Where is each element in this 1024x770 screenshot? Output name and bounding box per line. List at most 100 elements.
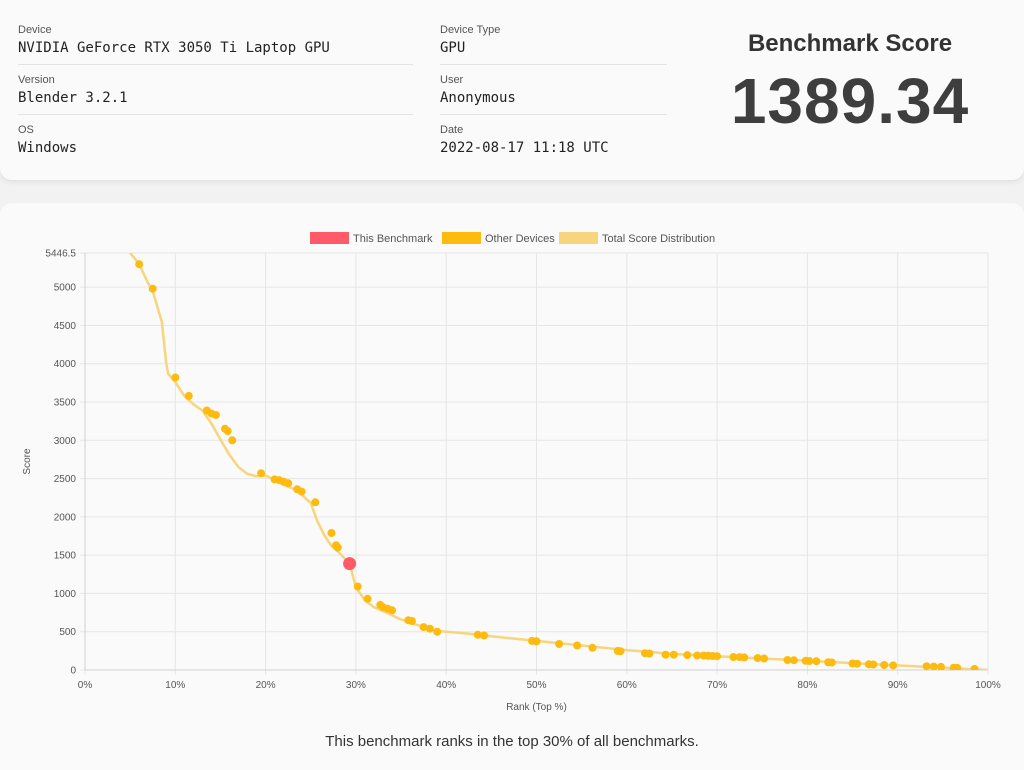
user-value: Anonymous [440,90,516,106]
y-tick-label: 0 [70,666,76,677]
other-device-point [661,650,670,659]
y-tick-label: 5000 [54,283,77,294]
other-device-point [753,654,762,663]
x-tick-label: 60% [617,680,637,691]
other-device-point [953,663,962,670]
os-label: OS [18,124,34,136]
rank-caption: This benchmark ranks in the top 30% of a… [325,733,699,750]
y-tick-label: 500 [59,627,76,638]
score-panel: Benchmark Score 1389.34 [700,30,1000,138]
other-device-point [555,640,564,648]
y-tick-label: 5446.5 [45,249,76,260]
other-device-point [760,654,769,663]
other-device-point [433,627,442,636]
other-device-point [363,594,372,603]
legend-swatch [310,232,349,244]
benchmark-info-card: Device NVIDIA GeForce RTX 3050 Ti Laptop… [0,0,1024,180]
other-device-point [937,662,945,670]
date-value: 2022-08-17 11:18 UTC [440,140,609,156]
version-field: Version Blender 3.2.1 [18,64,413,115]
other-device-point [783,656,792,664]
other-device-point [970,664,979,670]
other-device-point [573,641,582,650]
x-tick-label: 90% [888,680,908,691]
score-value: 1389.34 [730,65,970,137]
x-tick-label: 10% [165,680,185,691]
device-field: Device NVIDIA GeForce RTX 3050 Ti Laptop… [18,14,413,65]
other-device-point [532,637,541,646]
other-device-point [257,469,266,478]
other-device-point [353,582,362,591]
y-tick-label: 2500 [54,474,77,485]
other-device-point [812,657,821,666]
other-device-point [740,653,749,662]
y-tick-label: 4000 [54,359,77,370]
other-device-point [827,658,836,667]
rank-chart-card: 0% 10% 20% 30% 40% 50% 60% 70% 80% 90% 100% 0 500 100… [0,203,1024,770]
plot-area [128,253,988,670]
other-device-point [645,649,654,658]
other-device-point [311,498,320,507]
y-axis-title: Score [22,448,33,475]
os-field: OS Windows [18,114,413,164]
other-device-point [333,543,342,552]
y-tick-label: 1500 [54,551,77,562]
legend-label: This Benchmark [353,233,433,245]
other-device-point [388,606,396,615]
other-device-point [148,284,157,293]
other-device-point [869,660,878,669]
device-label: Device [18,24,52,36]
y-tick-label: 4500 [54,321,77,332]
x-tick-label: 0% [78,680,93,691]
other-device-point [135,260,144,269]
x-tick-label: 100% [975,680,1001,691]
device-type-value: GPU [440,40,466,56]
device-type-label: Device Type [440,24,501,36]
y-tick-label: 3000 [54,436,77,447]
x-tick-label: 20% [256,680,276,691]
other-device-point [284,479,293,488]
other-device-point [669,650,678,659]
other-device-point [789,656,798,665]
other-device-point [805,657,814,665]
device-value: NVIDIA GeForce RTX 3050 Ti Laptop GPU [18,40,330,56]
other-device-point [171,373,180,382]
score-label: Benchmark Score [747,30,953,57]
distribution-line [128,253,988,670]
other-device-point [425,624,434,633]
other-device-point [327,529,336,537]
other-device-point [419,623,428,632]
x-tick-label: 50% [526,680,546,691]
other-device-point [473,630,482,639]
other-device-point [480,631,489,640]
other-device-point [228,436,237,445]
other-device-point [922,662,931,670]
other-device-point [407,617,416,625]
version-value: Blender 3.2.1 [18,90,128,106]
this-benchmark-point [343,557,357,571]
legend-swatch [559,232,598,244]
other-device-point [880,661,889,669]
device-type-field: Device Type GPU [440,14,667,65]
other-device-point [853,659,862,668]
other-device-point [184,391,193,400]
other-device-point [713,652,722,661]
legend-swatch [442,232,481,244]
x-tick-label: 80% [797,680,817,691]
other-device-point [729,653,738,661]
other-device-point [211,411,220,419]
rank-chart: 0% 10% 20% 30% 40% 50% 60% 70% 80% 90% 100% 0 500 100… [22,232,1001,713]
x-tick-label: 30% [346,680,366,691]
x-tick-label: 70% [707,680,727,691]
legend-label: Other Devices [485,233,555,245]
user-label: User [440,74,464,86]
other-device-point [297,487,306,496]
os-value: Windows [18,140,78,156]
other-device-point [588,643,597,652]
version-label: Version [18,74,55,86]
other-device-point [223,427,232,436]
x-tick-label: 40% [436,680,456,691]
other-device-point [889,661,898,670]
legend-label: Total Score Distribution [602,233,715,245]
other-device-point [693,651,702,660]
